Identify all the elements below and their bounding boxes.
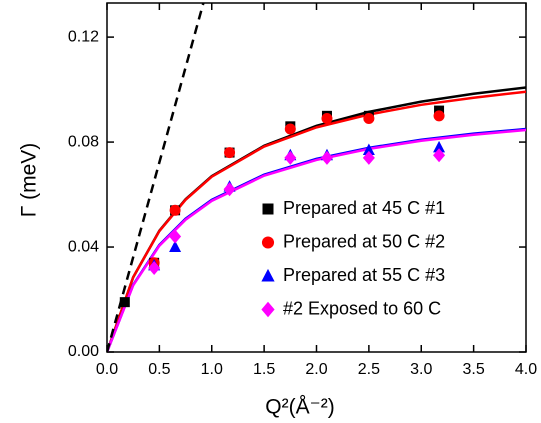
point xyxy=(169,204,181,216)
point xyxy=(321,112,333,124)
point xyxy=(169,240,182,253)
y-tick-label: 0.08 xyxy=(68,133,99,150)
point xyxy=(363,112,375,124)
point xyxy=(362,143,375,155)
x-axis-label: Q²(Å⁻²) xyxy=(265,396,334,419)
x-tick-label: 1.0 xyxy=(201,361,223,378)
legend-label: Prepared at 50 C #2 xyxy=(283,231,445,251)
point xyxy=(320,150,333,165)
x-tick-label: 0.0 xyxy=(96,361,118,378)
legend-marker xyxy=(261,301,275,318)
point xyxy=(433,140,446,153)
point xyxy=(169,229,182,244)
fit-line xyxy=(107,90,526,352)
x-tick-label: 2.5 xyxy=(358,361,380,378)
point xyxy=(284,150,297,165)
legend-label: #2 Exposed to 60 C xyxy=(283,298,441,318)
x-tick-label: 1.5 xyxy=(253,361,275,378)
x-tick-label: 3.0 xyxy=(410,361,432,378)
y-tick-label: 0.04 xyxy=(68,238,99,255)
point xyxy=(433,148,446,163)
legend-marker xyxy=(261,268,275,282)
fit-line xyxy=(107,3,205,352)
point xyxy=(119,297,130,308)
legend-label: Prepared at 55 C #3 xyxy=(283,265,445,285)
y-axis-label: Γ (meV) xyxy=(18,143,41,218)
point xyxy=(223,182,236,197)
legend-label: Prepared at 45 C #1 xyxy=(283,198,445,218)
x-tick-label: 3.5 xyxy=(463,361,485,378)
x-tick-label: 4.0 xyxy=(515,361,537,378)
legend-marker xyxy=(261,236,275,249)
y-tick-label: 0.12 xyxy=(68,28,99,45)
x-tick-label: 2.0 xyxy=(305,361,327,378)
x-tick-label: 0.5 xyxy=(148,361,170,378)
plot-frame xyxy=(106,2,527,353)
point xyxy=(224,147,236,159)
point xyxy=(362,150,375,165)
point xyxy=(284,123,296,135)
legend-marker xyxy=(262,203,274,215)
point xyxy=(433,110,445,122)
point xyxy=(148,261,161,276)
y-tick-label: 0.00 xyxy=(68,343,99,360)
